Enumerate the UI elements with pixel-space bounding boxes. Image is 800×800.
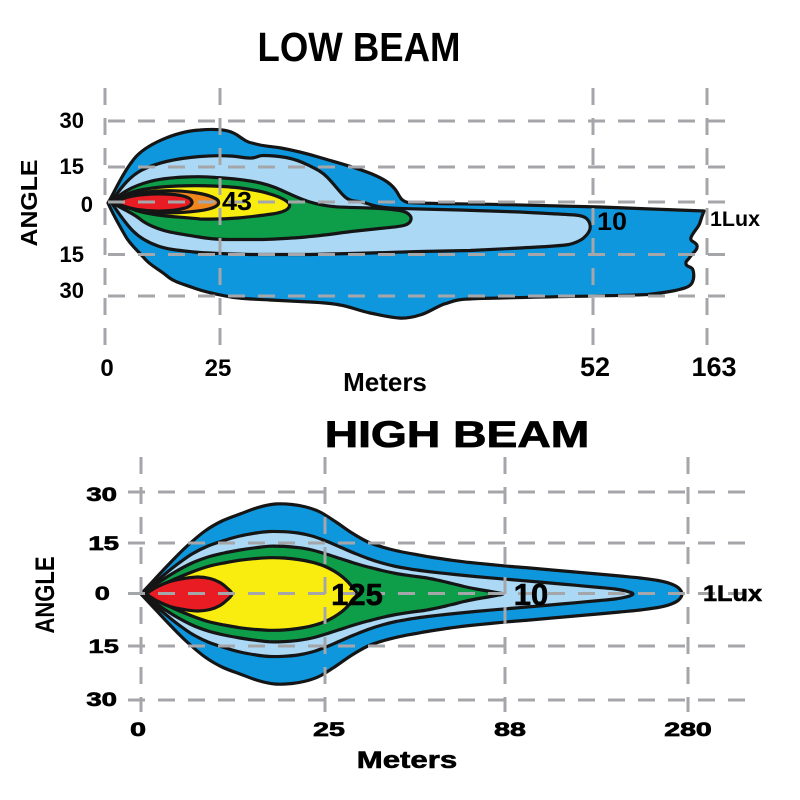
svg-text:10: 10 (597, 208, 627, 236)
svg-text:52: 52 (580, 352, 610, 382)
svg-text:Meters: Meters (343, 367, 427, 397)
svg-text:163: 163 (691, 352, 736, 382)
svg-text:1Lux: 1Lux (703, 582, 762, 606)
svg-text:15: 15 (60, 154, 84, 179)
svg-text:88: 88 (494, 720, 526, 741)
svg-text:280: 280 (664, 720, 712, 741)
svg-text:25: 25 (313, 720, 345, 741)
svg-text:125: 125 (331, 577, 383, 612)
svg-text:15: 15 (60, 242, 84, 267)
svg-text:1Lux: 1Lux (710, 208, 760, 231)
svg-text:25: 25 (205, 355, 232, 382)
svg-text:0: 0 (95, 584, 110, 605)
svg-text:43: 43 (222, 186, 252, 216)
svg-text:30: 30 (86, 690, 117, 711)
svg-text:15: 15 (88, 534, 119, 555)
svg-text:0: 0 (130, 720, 146, 741)
svg-text:30: 30 (60, 108, 84, 133)
svg-text:15: 15 (88, 637, 119, 658)
svg-text:30: 30 (86, 485, 117, 506)
svg-text:ANGLE: ANGLE (30, 557, 60, 634)
svg-text:0: 0 (81, 192, 93, 217)
svg-text:ANGLE: ANGLE (16, 160, 42, 247)
svg-text:30: 30 (60, 278, 84, 303)
svg-text:LOW BEAM: LOW BEAM (258, 24, 461, 70)
svg-text:HIGH BEAM: HIGH BEAM (325, 413, 590, 455)
svg-text:0: 0 (100, 355, 113, 382)
svg-text:Meters: Meters (357, 746, 458, 773)
svg-text:10: 10 (514, 577, 548, 612)
